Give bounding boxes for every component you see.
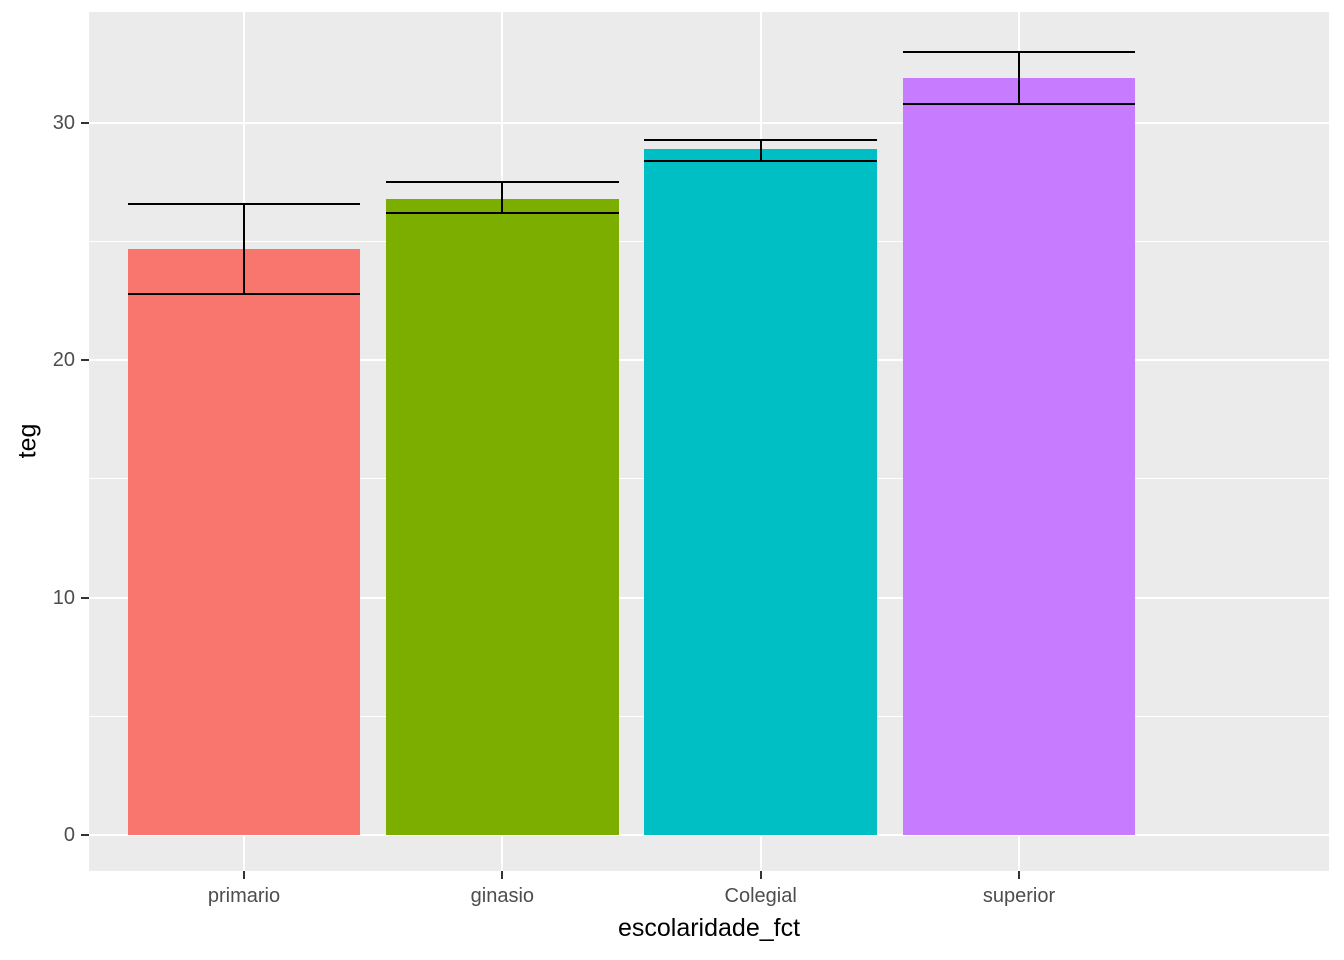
bar-ginasio — [386, 198, 619, 835]
y-axis-title: teg — [13, 423, 42, 459]
y-tick-label: 30 — [52, 112, 75, 135]
errorbar-cap-top — [127, 202, 361, 205]
x-tick-label-primario: primario — [207, 885, 281, 907]
y-tick-label: 20 — [52, 349, 75, 372]
errorbar-cap-top — [902, 50, 1136, 53]
errorbar-cap-top — [644, 138, 877, 141]
y-tick-mark — [81, 833, 89, 836]
x-tick-mark — [1018, 871, 1020, 879]
x-tick-label-superior: superior — [982, 885, 1056, 907]
y-tick-mark — [81, 122, 89, 125]
bar-superior — [902, 77, 1136, 835]
errorbar-line — [501, 182, 504, 214]
errorbar-line — [759, 139, 762, 161]
x-axis-title: escolaridade_fct — [617, 914, 801, 942]
errorbar-line — [1018, 51, 1020, 105]
errorbar-cap-bottom — [386, 212, 619, 215]
x-tick-mark — [759, 871, 762, 879]
errorbar-cap-top — [386, 181, 619, 184]
gridline-horizontal-major — [89, 122, 1329, 125]
y-tick-label: 0 — [63, 823, 75, 846]
errorbar-cap-bottom — [902, 103, 1136, 106]
gridline-horizontal-major — [89, 833, 1329, 836]
bar-Colegial — [644, 149, 877, 835]
errorbar-cap-bottom — [127, 292, 361, 295]
x-tick-mark — [501, 871, 504, 879]
y-tick-label: 10 — [52, 586, 75, 609]
y-tick-mark — [81, 359, 89, 362]
y-tick-mark — [81, 596, 89, 599]
bar-primario — [127, 248, 361, 835]
errorbar-cap-bottom — [644, 160, 877, 163]
x-tick-label-ginasio: ginasio — [470, 885, 535, 907]
x-tick-mark — [243, 871, 245, 879]
x-tick-label-Colegial: Colegial — [724, 885, 797, 907]
plot-panel — [89, 12, 1329, 871]
errorbar-line — [243, 203, 245, 294]
